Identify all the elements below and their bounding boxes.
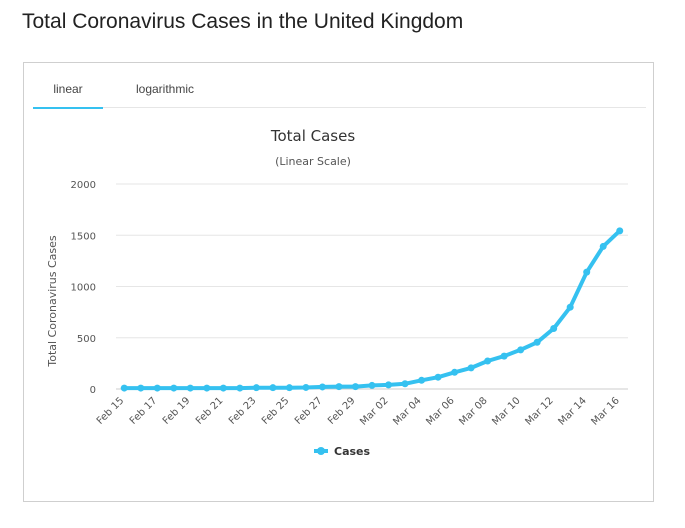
data-point[interactable] [484,357,492,365]
y-tick-label: 0 [90,385,96,396]
x-tick-label: Feb 29 [326,395,358,427]
data-point[interactable] [186,384,194,392]
data-point[interactable] [318,383,326,391]
x-tick-label: Feb 19 [161,395,193,427]
data-point[interactable] [385,381,393,389]
y-tick-label: 2000 [71,180,96,191]
data-point[interactable] [434,373,442,381]
data-point[interactable] [170,384,178,392]
data-point[interactable] [351,383,359,391]
x-tick-label: Feb 17 [128,395,160,427]
data-point[interactable] [120,384,128,392]
x-tick-label: Mar 10 [490,395,522,427]
data-point[interactable] [368,381,376,389]
x-tick-label: Mar 08 [457,395,489,427]
data-point[interactable] [137,384,145,392]
data-point[interactable] [203,384,211,392]
data-point[interactable] [401,380,409,388]
data-point[interactable] [285,384,293,392]
y-tick-label: 1500 [71,231,96,242]
x-tick-label: Feb 15 [95,395,127,427]
x-tick-label: Feb 23 [227,395,259,427]
data-point[interactable] [616,227,624,235]
x-tick-label: Feb 21 [194,395,226,427]
data-point[interactable] [252,384,260,392]
legend-marker [317,447,325,455]
y-axis-title: Total Coronavirus Cases [46,235,59,368]
active-tab-indicator [33,107,103,109]
data-point[interactable] [236,384,244,392]
data-point[interactable] [269,384,277,392]
x-tick-label: Mar 06 [424,395,456,427]
data-point[interactable] [302,383,310,391]
data-point[interactable] [219,384,227,392]
data-point[interactable] [467,364,475,372]
legend-label: Cases [334,445,371,458]
data-point[interactable] [550,325,558,333]
data-point[interactable] [335,383,343,391]
data-point[interactable] [533,338,541,346]
data-point[interactable] [153,384,161,392]
chart-title: Total Cases [270,127,356,145]
data-point[interactable] [451,368,459,376]
data-point[interactable] [599,242,607,250]
y-tick-label: 1000 [71,283,96,294]
legend[interactable]: Cases [314,445,371,458]
chart-svg: Total Cases (Linear Scale) Total Coronav… [46,127,628,458]
x-tick-label: Feb 25 [260,395,292,427]
x-tick-label: Mar 02 [358,395,390,427]
x-tick-label: Mar 12 [523,395,555,427]
data-point[interactable] [500,352,508,360]
x-tick-label: Feb 27 [293,395,325,427]
scale-tabs: linear logarithmic [33,63,646,109]
x-tick-label: Mar 16 [589,395,621,427]
x-tick-label: Mar 04 [391,395,423,427]
tab-logarithmic[interactable]: logarithmic [135,82,195,96]
tab-linear[interactable]: linear [53,82,83,96]
data-point[interactable] [583,268,591,276]
x-tick-label: Mar 14 [556,395,588,427]
data-point[interactable] [566,303,574,311]
series-line-cases [122,228,622,391]
chart-subtitle: (Linear Scale) [275,155,351,168]
page-title: Total Coronavirus Cases in the United Ki… [22,10,464,33]
data-point[interactable] [418,376,426,384]
data-point[interactable] [517,346,525,354]
chart-panel: linear logarithmic Total Cases (Linear S… [23,62,654,502]
y-tick-label: 500 [77,334,96,345]
